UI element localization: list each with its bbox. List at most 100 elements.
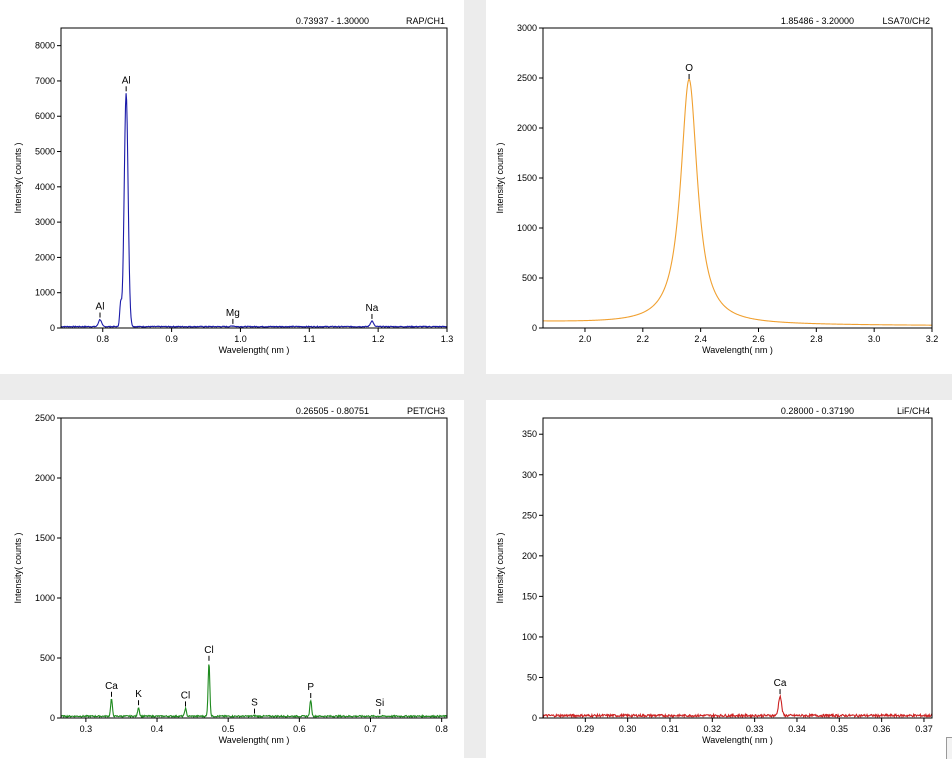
x-tick-label: 0.6	[293, 724, 306, 734]
header-range-label: 1.85486 - 3.20000	[781, 16, 854, 26]
x-tick-label: 0.8	[435, 724, 448, 734]
x-axis-label: Wavelength( nm )	[219, 345, 290, 355]
x-tick-label: 0.37	[915, 724, 933, 734]
peak-label: K	[135, 689, 142, 700]
y-tick-label: 3000	[35, 217, 55, 227]
x-tick-label: 1.0	[234, 334, 247, 344]
window-resize-handle[interactable]	[946, 737, 952, 759]
header-range-label: 0.26505 - 0.80751	[296, 406, 369, 416]
x-tick-label: 0.33	[746, 724, 764, 734]
peak-label: S	[251, 698, 258, 709]
peak-label: P	[307, 682, 314, 693]
x-tick-label: 0.34	[788, 724, 806, 734]
spectrum-chart-ch2: 1.85486 - 3.20000 LSA70/CH2 0 500 1000 1500 20…	[495, 16, 939, 355]
y-tick-label: 6000	[35, 111, 55, 121]
x-tick-label: 3.0	[868, 334, 881, 344]
plot-frame	[60, 27, 448, 329]
x-tick-label: 2.6	[752, 334, 765, 344]
x-tick-label: 2.8	[810, 334, 823, 344]
y-tick-label: 0	[532, 713, 537, 723]
y-tick-label: 2500	[35, 413, 55, 423]
y-tick-label: 3000	[517, 23, 537, 33]
x-tick-label: 0.4	[151, 724, 164, 734]
x-tick-label: 1.2	[372, 334, 385, 344]
y-tick-label: 200	[522, 551, 537, 561]
y-tick-label: 1000	[517, 223, 537, 233]
x-tick-label: 0.8	[96, 334, 109, 344]
spectrum-chart-ch1: 0.73937 - 1.30000 RAP/CH1 0 1000 2000 3000 400…	[13, 16, 454, 355]
y-tick-label: 1500	[517, 173, 537, 183]
x-tick-label: 0.7	[364, 724, 377, 734]
x-tick-label: 3.2	[926, 334, 939, 344]
spectrum-panel-ch2: 1.85486 - 3.20000 LSA70/CH2 0 500 1000 1500 20…	[486, 0, 952, 374]
peak-label: Cl	[204, 645, 213, 656]
y-tick-label: 4000	[35, 182, 55, 192]
y-axis-label: Intensity( counts )	[495, 142, 505, 213]
spectrum-line	[542, 78, 932, 326]
y-tick-label: 250	[522, 510, 537, 520]
x-axis-label: Wavelength( nm )	[219, 735, 290, 745]
x-tick-label: 0.9	[165, 334, 178, 344]
x-tick-label: 0.29	[577, 724, 595, 734]
spectrum-chart-ch4: 0.28000 - 0.37190 LiF/CH4 0 50 100 150 200 250 3…	[495, 406, 933, 745]
x-tick-label: 1.3	[441, 334, 454, 344]
peak-label: Ca	[105, 681, 118, 692]
peak-label: Mg	[226, 308, 240, 319]
y-tick-label: 0	[50, 323, 55, 333]
x-tick-label: 0.36	[873, 724, 891, 734]
y-tick-label: 2000	[35, 473, 55, 483]
peak-label: Al	[122, 75, 131, 86]
y-tick-label: 500	[522, 273, 537, 283]
x-tick-label: 0.3	[80, 724, 93, 734]
peak-label: Ca	[774, 678, 787, 689]
spectrum-line	[60, 664, 448, 719]
x-axis-label: Wavelength( nm )	[702, 735, 773, 745]
y-tick-label: 500	[40, 653, 55, 663]
y-tick-label: 8000	[35, 41, 55, 51]
y-axis-label: Intensity( counts )	[495, 532, 505, 603]
peak-label: Si	[375, 698, 384, 709]
spectrum-line	[542, 693, 933, 719]
peak-label: Al	[96, 302, 105, 313]
spectrum-panel-ch1: 0.73937 - 1.30000 RAP/CH1 0 1000 2000 3000 400…	[0, 0, 464, 374]
x-tick-label: 0.35	[831, 724, 849, 734]
x-tick-label: 0.30	[619, 724, 637, 734]
y-tick-label: 2500	[517, 73, 537, 83]
y-tick-label: 7000	[35, 76, 55, 86]
y-tick-label: 50	[527, 672, 537, 682]
peak-label: Na	[366, 303, 379, 314]
plot-frame	[60, 417, 448, 719]
y-tick-label: 2000	[517, 123, 537, 133]
spectrum-line	[60, 93, 448, 328]
peak-label: O	[685, 63, 693, 74]
y-tick-label: 0	[50, 713, 55, 723]
header-range-label: 0.28000 - 0.37190	[781, 406, 854, 416]
header-crystal-label: LSA70/CH2	[882, 16, 930, 26]
y-tick-label: 2000	[35, 252, 55, 262]
y-tick-label: 150	[522, 591, 537, 601]
x-tick-label: 0.32	[704, 724, 722, 734]
y-axis-label: Intensity( counts )	[13, 142, 23, 213]
plot-frame	[542, 417, 933, 719]
y-tick-label: 1000	[35, 288, 55, 298]
y-tick-label: 1000	[35, 593, 55, 603]
y-tick-label: 1500	[35, 533, 55, 543]
y-tick-label: 300	[522, 470, 537, 480]
header-crystal-label: PET/CH3	[407, 406, 445, 416]
x-tick-label: 0.5	[222, 724, 235, 734]
peak-label: Cl	[181, 690, 190, 701]
y-tick-label: 5000	[35, 147, 55, 157]
x-tick-label: 2.4	[694, 334, 707, 344]
y-tick-label: 0	[532, 323, 537, 333]
spectrum-panel-ch4: 0.28000 - 0.37190 LiF/CH4 0 50 100 150 200 250 3…	[486, 400, 952, 758]
x-tick-label: 1.1	[303, 334, 316, 344]
spectrum-panel-ch3: 0.26505 - 0.80751 PET/CH3 0 500 1000 1500 2000…	[0, 400, 464, 758]
header-crystal-label: RAP/CH1	[406, 16, 445, 26]
x-tick-label: 2.0	[579, 334, 592, 344]
plot-frame	[542, 27, 933, 329]
y-tick-label: 100	[522, 632, 537, 642]
header-range-label: 0.73937 - 1.30000	[296, 16, 369, 26]
header-crystal-label: LiF/CH4	[897, 406, 930, 416]
x-axis-label: Wavelength( nm )	[702, 345, 773, 355]
spectrum-chart-ch3: 0.26505 - 0.80751 PET/CH3 0 500 1000 1500 2000…	[13, 406, 448, 745]
